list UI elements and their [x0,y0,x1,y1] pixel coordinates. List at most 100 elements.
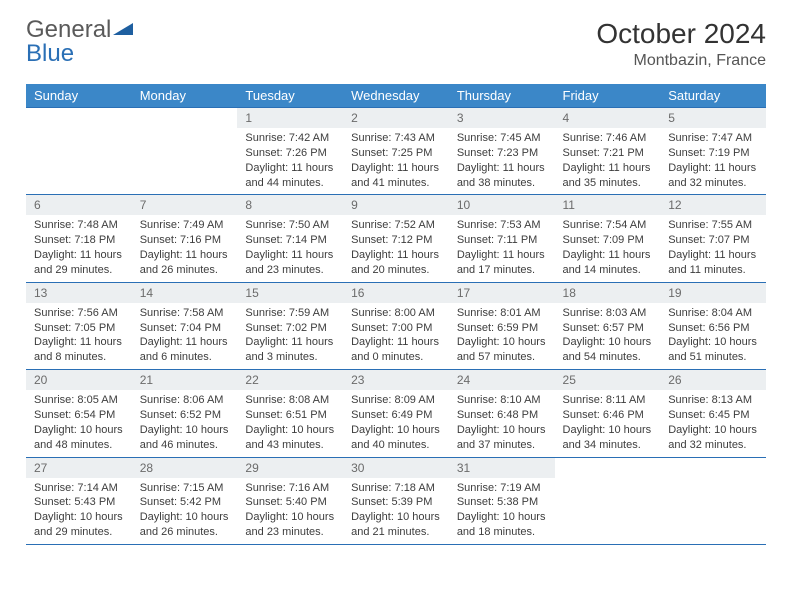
daylight-line: Daylight: 10 hours and 43 minutes. [245,423,335,453]
sunset-line: Sunset: 6:49 PM [351,408,441,423]
day-details: Sunrise: 7:54 AMSunset: 7:09 PMDaylight:… [555,215,661,281]
daylight-line: Daylight: 10 hours and 51 minutes. [668,335,758,365]
day-details: Sunrise: 8:04 AMSunset: 6:56 PMDaylight:… [660,303,766,369]
day-number: 3 [449,108,555,128]
sunrise-line: Sunrise: 8:05 AM [34,393,124,408]
calendar-day-cell: 29Sunrise: 7:16 AMSunset: 5:40 PMDayligh… [237,457,343,544]
daylight-line: Daylight: 11 hours and 44 minutes. [245,161,335,191]
calendar-day-cell: 31Sunrise: 7:19 AMSunset: 5:38 PMDayligh… [449,457,555,544]
day-number: 5 [660,108,766,128]
calendar-day-cell: 13Sunrise: 7:56 AMSunset: 7:05 PMDayligh… [26,282,132,369]
calendar-day-cell: 23Sunrise: 8:09 AMSunset: 6:49 PMDayligh… [343,370,449,457]
daylight-line: Daylight: 10 hours and 48 minutes. [34,423,124,453]
day-number: 4 [555,108,661,128]
calendar-day-cell: 22Sunrise: 8:08 AMSunset: 6:51 PMDayligh… [237,370,343,457]
day-details: Sunrise: 8:13 AMSunset: 6:45 PMDaylight:… [660,390,766,456]
sunset-line: Sunset: 6:46 PM [563,408,653,423]
calendar-day-cell: 8Sunrise: 7:50 AMSunset: 7:14 PMDaylight… [237,195,343,282]
daylight-line: Daylight: 10 hours and 21 minutes. [351,510,441,540]
daylight-line: Daylight: 10 hours and 26 minutes. [140,510,230,540]
sunset-line: Sunset: 7:14 PM [245,233,335,248]
day-details: Sunrise: 7:14 AMSunset: 5:43 PMDaylight:… [26,478,132,544]
sunrise-line: Sunrise: 7:52 AM [351,218,441,233]
sunset-line: Sunset: 6:51 PM [245,408,335,423]
sunrise-line: Sunrise: 7:58 AM [140,306,230,321]
sunset-line: Sunset: 6:48 PM [457,408,547,423]
sunset-line: Sunset: 7:21 PM [563,146,653,161]
daylight-line: Daylight: 10 hours and 29 minutes. [34,510,124,540]
day-number: 14 [132,283,238,303]
sunset-line: Sunset: 5:40 PM [245,495,335,510]
day-number: 7 [132,195,238,215]
header: General Blue October 2024 Montbazin, Fra… [26,18,766,70]
sunset-line: Sunset: 5:38 PM [457,495,547,510]
calendar-day-cell [555,457,661,544]
day-number: 19 [660,283,766,303]
daylight-line: Daylight: 11 hours and 6 minutes. [140,335,230,365]
sunset-line: Sunset: 7:12 PM [351,233,441,248]
sunset-line: Sunset: 6:54 PM [34,408,124,423]
day-number: 18 [555,283,661,303]
sunset-line: Sunset: 7:19 PM [668,146,758,161]
calendar-day-cell: 5Sunrise: 7:47 AMSunset: 7:19 PMDaylight… [660,108,766,195]
day-details: Sunrise: 7:55 AMSunset: 7:07 PMDaylight:… [660,215,766,281]
daylight-line: Daylight: 10 hours and 57 minutes. [457,335,547,365]
day-number: 12 [660,195,766,215]
sunset-line: Sunset: 7:16 PM [140,233,230,248]
sunrise-line: Sunrise: 7:47 AM [668,131,758,146]
sunset-line: Sunset: 7:09 PM [563,233,653,248]
page-title: October 2024 [596,18,766,50]
day-number: 9 [343,195,449,215]
weekday-header: Sunday [26,84,132,108]
calendar-table: SundayMondayTuesdayWednesdayThursdayFrid… [26,84,766,545]
sunrise-line: Sunrise: 7:59 AM [245,306,335,321]
sunset-line: Sunset: 5:39 PM [351,495,441,510]
daylight-line: Daylight: 11 hours and 41 minutes. [351,161,441,191]
calendar-day-cell [132,108,238,195]
logo-triangle-icon [113,18,135,42]
day-number: 22 [237,370,343,390]
day-details: Sunrise: 7:52 AMSunset: 7:12 PMDaylight:… [343,215,449,281]
day-number: 28 [132,458,238,478]
daylight-line: Daylight: 10 hours and 23 minutes. [245,510,335,540]
logo-text: General Blue [26,18,135,66]
calendar-day-cell: 21Sunrise: 8:06 AMSunset: 6:52 PMDayligh… [132,370,238,457]
calendar-day-cell: 15Sunrise: 7:59 AMSunset: 7:02 PMDayligh… [237,282,343,369]
daylight-line: Daylight: 10 hours and 34 minutes. [563,423,653,453]
day-details: Sunrise: 7:47 AMSunset: 7:19 PMDaylight:… [660,128,766,194]
day-details: Sunrise: 7:15 AMSunset: 5:42 PMDaylight:… [132,478,238,544]
daylight-line: Daylight: 10 hours and 18 minutes. [457,510,547,540]
calendar-day-cell: 14Sunrise: 7:58 AMSunset: 7:04 PMDayligh… [132,282,238,369]
sunset-line: Sunset: 7:25 PM [351,146,441,161]
sunrise-line: Sunrise: 7:19 AM [457,481,547,496]
day-number: 10 [449,195,555,215]
day-number: 11 [555,195,661,215]
calendar-day-cell: 12Sunrise: 7:55 AMSunset: 7:07 PMDayligh… [660,195,766,282]
daylight-line: Daylight: 10 hours and 32 minutes. [668,423,758,453]
day-details: Sunrise: 7:53 AMSunset: 7:11 PMDaylight:… [449,215,555,281]
calendar-day-cell: 7Sunrise: 7:49 AMSunset: 7:16 PMDaylight… [132,195,238,282]
daylight-line: Daylight: 11 hours and 29 minutes. [34,248,124,278]
daylight-line: Daylight: 11 hours and 38 minutes. [457,161,547,191]
day-details: Sunrise: 8:05 AMSunset: 6:54 PMDaylight:… [26,390,132,456]
daylight-line: Daylight: 10 hours and 46 minutes. [140,423,230,453]
day-details: Sunrise: 7:46 AMSunset: 7:21 PMDaylight:… [555,128,661,194]
sunset-line: Sunset: 7:11 PM [457,233,547,248]
sunrise-line: Sunrise: 8:10 AM [457,393,547,408]
sunrise-line: Sunrise: 7:48 AM [34,218,124,233]
sunset-line: Sunset: 6:57 PM [563,321,653,336]
calendar-day-cell: 16Sunrise: 8:00 AMSunset: 7:00 PMDayligh… [343,282,449,369]
sunrise-line: Sunrise: 7:49 AM [140,218,230,233]
calendar-day-cell: 19Sunrise: 8:04 AMSunset: 6:56 PMDayligh… [660,282,766,369]
calendar-day-cell: 9Sunrise: 7:52 AMSunset: 7:12 PMDaylight… [343,195,449,282]
day-number: 13 [26,283,132,303]
weekday-header: Tuesday [237,84,343,108]
day-number: 29 [237,458,343,478]
sunrise-line: Sunrise: 7:14 AM [34,481,124,496]
day-number: 2 [343,108,449,128]
calendar-day-cell: 17Sunrise: 8:01 AMSunset: 6:59 PMDayligh… [449,282,555,369]
sunset-line: Sunset: 6:45 PM [668,408,758,423]
day-details: Sunrise: 7:16 AMSunset: 5:40 PMDaylight:… [237,478,343,544]
calendar-day-cell: 2Sunrise: 7:43 AMSunset: 7:25 PMDaylight… [343,108,449,195]
day-details: Sunrise: 7:50 AMSunset: 7:14 PMDaylight:… [237,215,343,281]
